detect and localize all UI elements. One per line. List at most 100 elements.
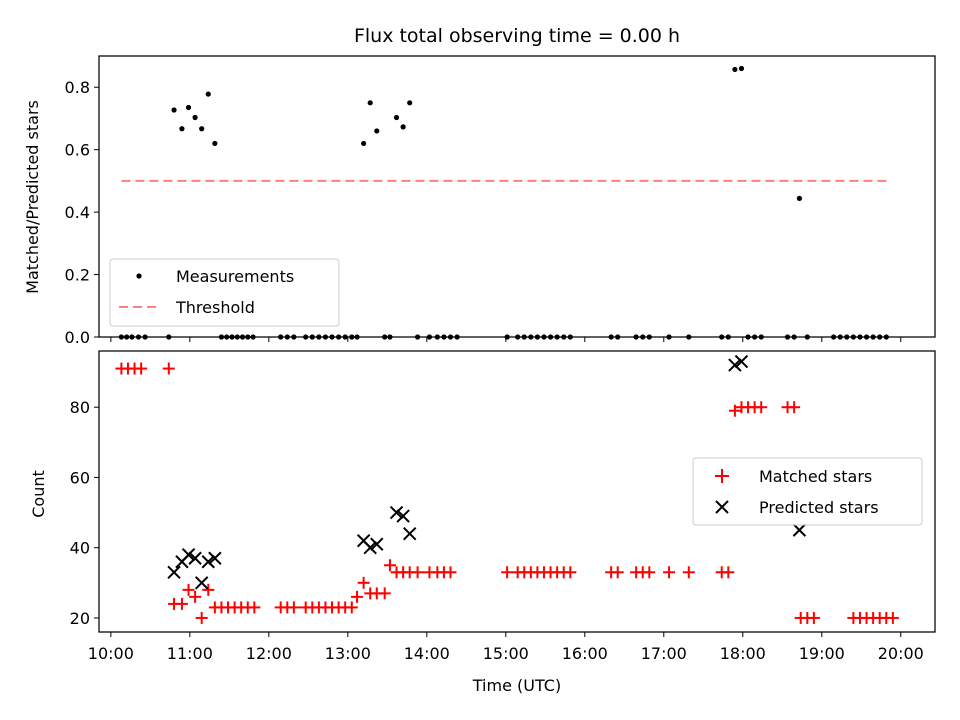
- measurement-point: [354, 334, 360, 340]
- predicted-star-point: [792, 523, 807, 537]
- measurement-point: [745, 334, 751, 340]
- measurement-point: [367, 100, 373, 106]
- measurement-point: [245, 334, 251, 340]
- matched-star-point: [248, 601, 261, 614]
- matched-star-point: [378, 587, 391, 600]
- predicted-star-point: [167, 565, 181, 579]
- measurement-point: [686, 334, 692, 340]
- measurement-point: [454, 334, 460, 340]
- predicted-star-point: [201, 555, 215, 569]
- measurement-point: [218, 334, 225, 340]
- matched-star-point: [411, 566, 424, 579]
- matched-star-point: [135, 362, 148, 375]
- ratio-panel: 0.00.20.40.60.8 Matched/Predicted stars …: [23, 55, 936, 347]
- measurement-point: [239, 334, 246, 340]
- measurement-point: [342, 334, 348, 340]
- measurement-point: [426, 334, 433, 340]
- measurement-point: [870, 334, 876, 340]
- measurement-point: [791, 334, 797, 340]
- predicted-star-point: [181, 548, 196, 562]
- measurement-point: [284, 334, 290, 340]
- measurement-point: [567, 334, 573, 340]
- measurement-point: [719, 334, 725, 340]
- measurement-point: [633, 334, 639, 340]
- matched-star-point: [643, 566, 656, 579]
- ratio-legend-box: [109, 258, 340, 327]
- measurement-point: [171, 107, 177, 113]
- measurement-point: [382, 334, 388, 340]
- count-y-tick-label: 60: [70, 468, 90, 487]
- measurement-point: [615, 334, 621, 340]
- count-y-axis-label: Count: [29, 470, 48, 518]
- measurement-point: [547, 334, 554, 340]
- measurement-point: [541, 334, 547, 340]
- measurement-point: [349, 334, 355, 340]
- measurement-point: [278, 334, 284, 340]
- ratio-y-axis-label: Matched/Predicted stars: [23, 100, 42, 294]
- measurement-point: [877, 334, 883, 340]
- measurement-point: [784, 334, 791, 340]
- measurement-point: [608, 334, 614, 340]
- ratio-y-tick-label: 0.0: [65, 328, 90, 347]
- matched-star-point: [663, 566, 676, 579]
- measurement-point: [400, 124, 406, 130]
- measurement-point: [534, 334, 541, 340]
- measurement-point: [528, 334, 534, 340]
- measurement-point: [179, 126, 185, 132]
- count-legend-box: [692, 457, 923, 526]
- x-tick-label: 18:00: [720, 644, 766, 663]
- matched-star-point: [175, 597, 188, 610]
- measurement-point: [166, 334, 172, 340]
- legend-predicted-marker: [715, 500, 729, 514]
- measurement-point: [804, 334, 810, 340]
- measurement-point: [554, 334, 560, 340]
- matched-star-point: [162, 362, 175, 375]
- legend-threshold-label: Threshold: [175, 298, 255, 317]
- measurement-point: [322, 334, 329, 340]
- measurement-point: [303, 334, 309, 340]
- measurement-point: [752, 334, 758, 340]
- measurement-point: [361, 140, 367, 147]
- measurement-point: [224, 334, 230, 340]
- matched-star-point: [501, 566, 514, 579]
- predicted-star-point: [188, 551, 202, 565]
- x-tick-label: 20:00: [878, 644, 924, 663]
- measurement-point: [504, 334, 510, 340]
- measurement-point: [129, 334, 135, 340]
- matched-star-point: [611, 566, 624, 579]
- matched-star-point: [807, 611, 820, 624]
- measurement-point: [192, 114, 198, 121]
- predicted-star-point: [194, 576, 209, 590]
- legend-measurements-label: Measurements: [176, 267, 294, 286]
- ratio-y-tick-label: 0.8: [65, 78, 90, 97]
- measurement-point: [738, 65, 745, 72]
- count-panel: 20 40 60 80 10:00 11:00 12:00 13:00 14:00 15:00 1…: [29, 350, 936, 695]
- x-tick-label: 19:00: [799, 644, 845, 663]
- x-tick-label: 11:00: [167, 644, 213, 663]
- measurement-point: [434, 334, 440, 340]
- measurement-point: [387, 334, 393, 340]
- measurement-point: [883, 334, 889, 340]
- x-tick-label: 15:00: [483, 644, 529, 663]
- measurement-point: [250, 334, 256, 340]
- matched-star-point: [195, 611, 208, 624]
- matched-star-point: [722, 566, 735, 579]
- measurement-point: [118, 334, 124, 340]
- x-tick-label: 10:00: [88, 644, 134, 663]
- count-y-tick-label: 40: [70, 539, 90, 558]
- matched-star-point: [345, 601, 358, 614]
- x-axis-label: Time (UTC): [472, 676, 561, 695]
- count-y-tick-label: 80: [70, 398, 90, 417]
- predicted-star-point: [389, 505, 404, 520]
- measurement-point: [142, 334, 148, 340]
- measurement-point: [291, 334, 297, 340]
- ratio-legend: Measurements Threshold: [109, 258, 340, 327]
- measurement-point: [515, 334, 521, 340]
- matched-star-point: [287, 601, 300, 614]
- matched-star-point: [682, 566, 695, 579]
- legend-predicted-label: Predicted stars: [759, 498, 879, 517]
- predicted-star-point: [402, 526, 417, 541]
- x-tick-label: 12:00: [246, 644, 292, 663]
- measurement-point: [124, 334, 130, 340]
